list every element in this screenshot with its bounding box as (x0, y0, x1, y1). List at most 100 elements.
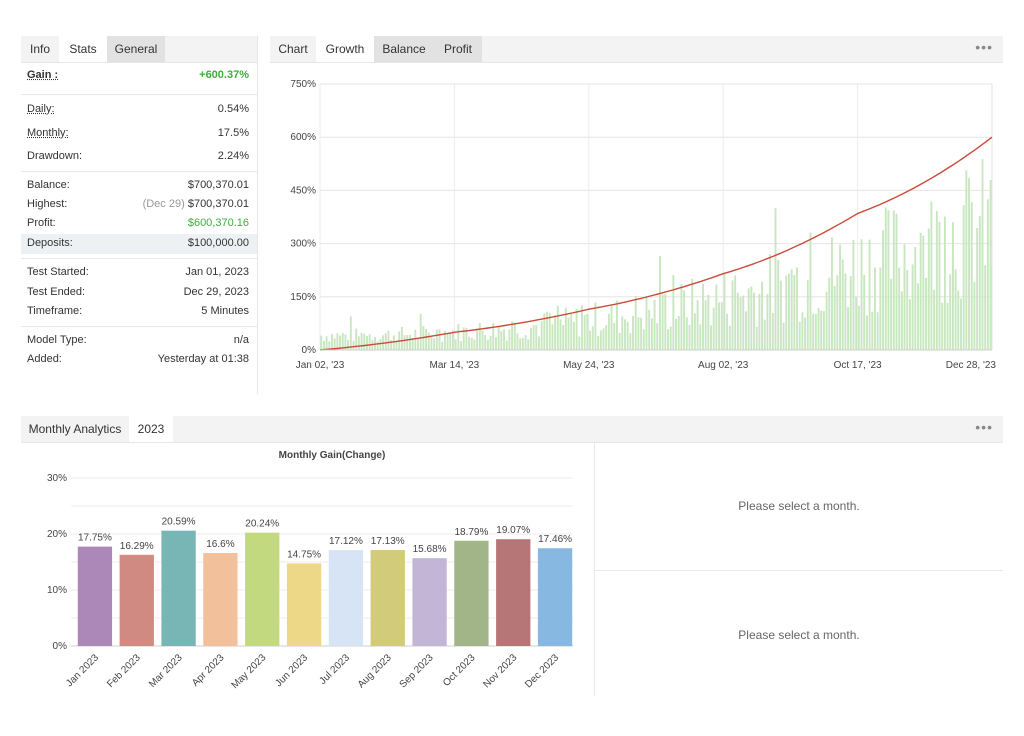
daily-bar (720, 302, 723, 350)
daily-bar (446, 334, 449, 350)
daily-bar (812, 313, 815, 350)
daily-bar (675, 318, 678, 350)
month-bar (119, 554, 154, 646)
daily-bar (615, 300, 618, 350)
daily-bar (962, 205, 965, 350)
daily-bar (750, 286, 753, 350)
daily-bar (981, 159, 984, 350)
bar-value-label: 17.75% (78, 533, 112, 544)
daily-bar (379, 338, 382, 350)
timeframe-value: 5 Minutes (201, 305, 249, 317)
tab-profit[interactable]: Profit (434, 36, 482, 62)
daily-bar (357, 336, 360, 350)
daily-bar (360, 332, 363, 350)
daily-bar (336, 333, 339, 350)
x-tick-label: Jul 2023 (318, 652, 353, 687)
daily-bar (365, 335, 368, 350)
daily-bar (578, 336, 581, 350)
divider (21, 326, 257, 327)
test-started-value: Jan 01, 2023 (185, 266, 249, 278)
daily-bar (860, 239, 863, 350)
y-tick-label: 150% (290, 292, 316, 303)
daily-bar (949, 274, 952, 350)
daily-bar (629, 333, 632, 350)
monthly-label[interactable]: Monthly: (27, 127, 69, 139)
daily-bar (390, 340, 393, 350)
daily-bar (951, 222, 954, 350)
x-tick-label: Apr 2023 (190, 652, 227, 689)
daily-bar (594, 302, 597, 350)
daily-bar (597, 336, 600, 350)
tab-monthly-analytics[interactable]: Monthly Analytics (28, 422, 122, 436)
daily-bar (645, 295, 648, 350)
daily-bar (505, 340, 508, 350)
daily-bar (954, 269, 957, 350)
x-tick-label: Dec 28, '23 (946, 360, 997, 371)
bar-value-label: 17.46% (538, 534, 572, 545)
daily-bar (540, 320, 543, 350)
chart-tabbar: Chart Growth Balance Profit ••• (270, 36, 1003, 63)
daily-bar (602, 328, 605, 350)
daily-bar (930, 201, 933, 350)
daily-bar (586, 314, 589, 350)
daily-bar (605, 325, 608, 350)
tab-general[interactable]: General (107, 36, 165, 62)
x-tick-label: Sep 2023 (398, 652, 436, 690)
x-tick-label: Jan 2023 (64, 652, 101, 689)
x-tick-label: May 24, '23 (563, 360, 615, 371)
daily-bar (774, 208, 777, 350)
tab-year-2023[interactable]: 2023 (129, 416, 173, 442)
daily-bar (554, 315, 557, 350)
daily-bar (468, 336, 471, 350)
daily-bar (976, 228, 979, 350)
x-tick-label: Nov 2023 (481, 652, 519, 690)
daily-bar (788, 273, 790, 350)
daily-bar (556, 305, 559, 350)
daily-bar (693, 313, 696, 350)
tab-stats[interactable]: Stats (59, 36, 107, 62)
deposits-value: $100,000.00 (187, 237, 249, 249)
daily-bar (793, 275, 796, 350)
tab-balance[interactable]: Balance (374, 36, 434, 62)
daily-bar (871, 311, 874, 350)
daily-bar (701, 283, 704, 350)
monthly-menu-icon[interactable]: ••• (975, 419, 993, 435)
daily-bar (548, 313, 551, 350)
daily-bar (621, 316, 624, 350)
daily-bar (847, 307, 850, 350)
daily-bar (392, 335, 395, 350)
growth-line (319, 136, 993, 351)
daily-bar (484, 335, 487, 350)
daily-bar (572, 321, 575, 350)
daily-bar (779, 280, 782, 350)
daily-bar (766, 294, 769, 350)
daily-bar (900, 291, 903, 350)
daily-bar (919, 232, 922, 350)
gain-label[interactable]: Gain : (27, 69, 59, 81)
tab-info[interactable]: Info (29, 42, 50, 56)
daily-bar (723, 273, 726, 350)
daily-bar (414, 329, 417, 350)
daily-bar (529, 328, 532, 350)
daily-bar (486, 339, 489, 350)
daily-bar (804, 317, 807, 350)
chart-menu-icon[interactable]: ••• (975, 39, 993, 55)
daily-bar (538, 336, 540, 350)
daily-bar (868, 239, 871, 350)
tab-growth[interactable]: Growth (316, 36, 374, 62)
x-tick-label: Aug 2023 (356, 652, 394, 690)
daily-bar (406, 335, 409, 350)
daily-label[interactable]: Daily: (27, 103, 55, 115)
daily-bar (973, 282, 976, 350)
daily-bar (917, 283, 919, 350)
divider (21, 171, 257, 172)
bar-value-label: 14.75% (287, 549, 321, 560)
daily-bar (739, 297, 742, 350)
daily-bar (535, 325, 538, 350)
daily-bar (710, 325, 712, 350)
daily-bar (521, 338, 524, 350)
daily-bar (753, 292, 755, 350)
daily-bar (497, 326, 500, 350)
daily-bar (790, 269, 793, 350)
tab-chart[interactable]: Chart (278, 42, 308, 56)
